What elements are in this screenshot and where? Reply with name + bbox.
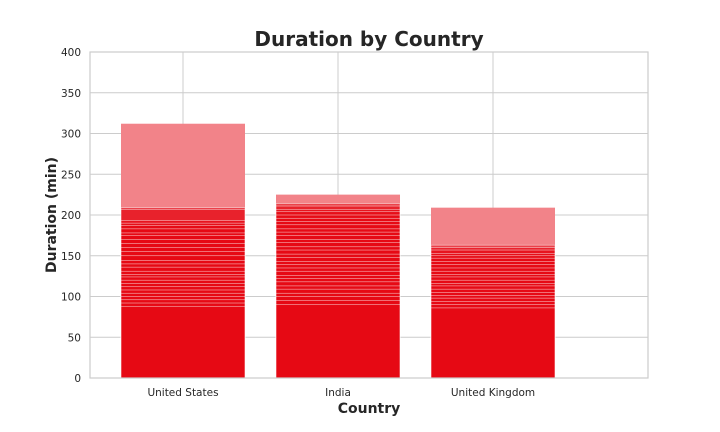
x-axis-label: Country — [338, 401, 401, 417]
y-tick-label: 0 — [74, 373, 81, 385]
bar-segment — [120, 305, 246, 379]
x-tick-label: United States — [147, 387, 218, 399]
y-tick-label: 50 — [68, 332, 81, 344]
x-tick-label: United Kingdom — [451, 387, 535, 399]
y-tick-label: 100 — [61, 292, 81, 304]
y-tick-labels: 0 50 100 150 200 250 300 350 400 — [61, 47, 81, 385]
y-tick-label: 250 — [61, 169, 81, 181]
bar-segment — [275, 304, 401, 379]
y-tick-label: 350 — [61, 88, 81, 100]
chart-title: Duration by Country — [254, 27, 483, 51]
y-tick-label: 150 — [61, 251, 81, 263]
bars-layer — [120, 123, 556, 379]
x-tick-labels: United States India United Kingdom — [147, 387, 535, 399]
y-tick-label: 400 — [61, 47, 81, 59]
plot-frame — [89, 51, 649, 379]
bar-segment — [430, 307, 556, 379]
y-axis-label: Duration (min) — [44, 157, 60, 273]
y-tick-label: 300 — [61, 129, 81, 141]
x-tick-label: India — [325, 387, 351, 399]
y-tick-label: 200 — [61, 210, 81, 222]
